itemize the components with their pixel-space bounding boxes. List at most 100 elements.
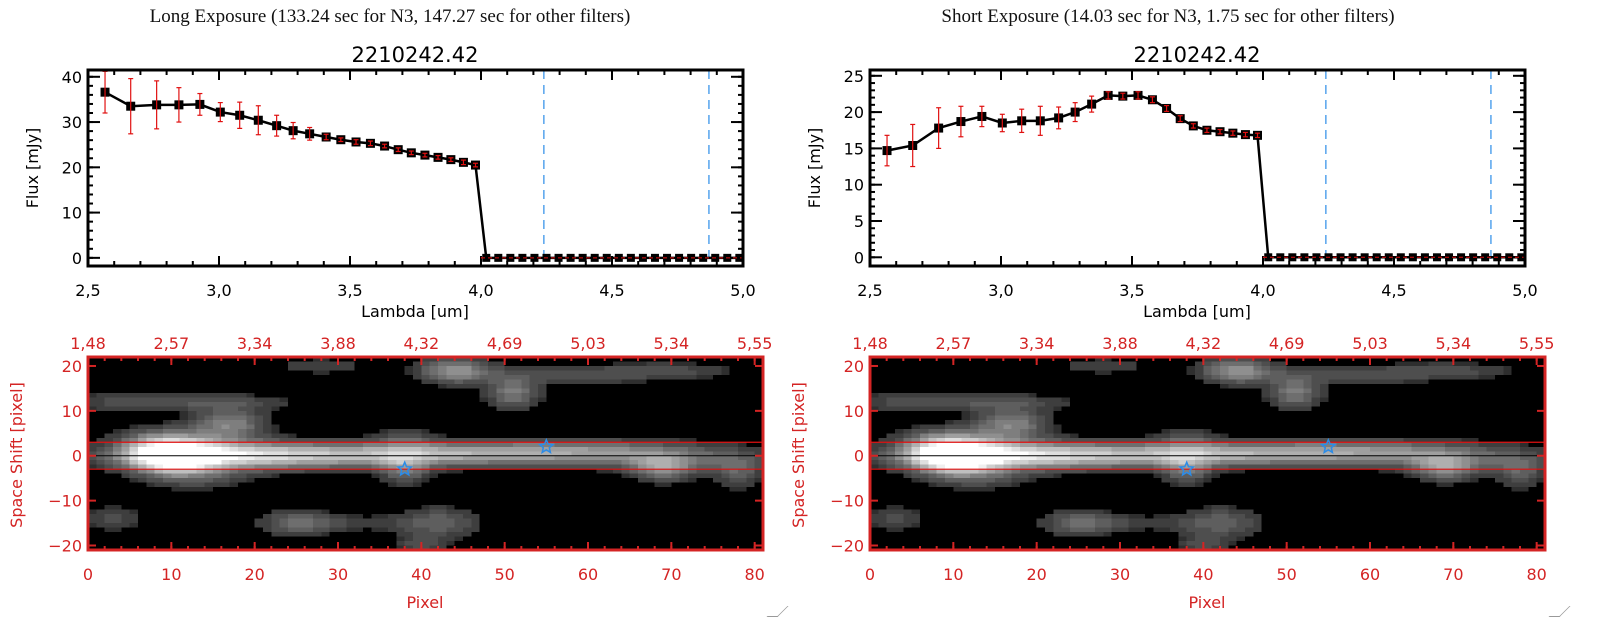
x-tick-label: 4,5 bbox=[1381, 281, 1406, 300]
x-tick-label: 3,5 bbox=[1119, 281, 1144, 300]
plot-title: 2210242.42 bbox=[1134, 43, 1261, 67]
data-point bbox=[1312, 253, 1321, 262]
x-tick-label: 4,5 bbox=[599, 281, 624, 300]
y-tick-label: 10 bbox=[844, 176, 864, 195]
y-tick-label: 25 bbox=[844, 67, 864, 86]
data-point bbox=[663, 253, 672, 262]
star-marker bbox=[1319, 437, 1337, 454]
y-tick-label: 10 bbox=[844, 402, 864, 421]
data-point bbox=[530, 253, 539, 262]
y-tick-label: 0 bbox=[72, 447, 82, 466]
top-x-tick-label: 5,55 bbox=[1519, 334, 1555, 353]
y-tick-label: 0 bbox=[854, 248, 864, 267]
plot-frame bbox=[868, 68, 1527, 268]
data-point bbox=[650, 253, 659, 262]
image-y-axis-label: Space Shift [pixel] bbox=[7, 382, 26, 528]
data-point bbox=[735, 253, 744, 262]
x-tick-label: 30 bbox=[1110, 565, 1130, 584]
panel-title: Long Exposure (133.24 sec for N3, 147.27… bbox=[150, 6, 631, 27]
data-point bbox=[1384, 253, 1393, 262]
image-frame bbox=[868, 355, 1547, 552]
y-tick-label: −10 bbox=[48, 492, 82, 511]
x-tick-label: 40 bbox=[1193, 565, 1213, 584]
image-x-axis-label: Pixel bbox=[1188, 593, 1225, 612]
image-x-axis-label: Pixel bbox=[406, 593, 443, 612]
x-tick-label: 10 bbox=[161, 565, 181, 584]
top-x-tick-label: 1,48 bbox=[852, 334, 888, 353]
y-tick-label: 30 bbox=[62, 113, 82, 132]
top-x-tick-label: 3,34 bbox=[237, 334, 273, 353]
y-tick-label: 20 bbox=[62, 357, 82, 376]
star-marker bbox=[396, 460, 414, 477]
y-tick-label: 20 bbox=[62, 158, 82, 177]
data-point bbox=[1396, 253, 1405, 262]
top-x-tick-label: 2,57 bbox=[154, 334, 190, 353]
top-x-tick-label: 3,34 bbox=[1019, 334, 1055, 353]
top-x-tick-label: 2,57 bbox=[936, 334, 972, 353]
y-axis-label: Flux [mJy] bbox=[23, 128, 42, 209]
short-exposure-spectrum-plot: Short Exposure (14.03 sec for N3, 1.75 s… bbox=[805, 6, 1538, 321]
x-tick-label: 2,5 bbox=[75, 281, 100, 300]
y-tick-label: 10 bbox=[62, 204, 82, 223]
top-x-tick-label: 1,48 bbox=[70, 334, 106, 353]
long-exposure-image-plot: Pixel Space Shift [pixel] 0 1,48 10 2,57 20 3… bbox=[7, 334, 773, 612]
x-tick-label: 5,0 bbox=[1512, 281, 1537, 300]
data-point bbox=[518, 253, 527, 262]
x-tick-label: 30 bbox=[328, 565, 348, 584]
image-y-axis-label: Space Shift [pixel] bbox=[789, 382, 808, 528]
y-tick-label: −20 bbox=[830, 537, 864, 556]
x-tick-label: 40 bbox=[411, 565, 431, 584]
short-exposure-image-plot: Pixel Space Shift [pixel] 0 1,48 10 2,57 20 3… bbox=[789, 334, 1555, 612]
top-x-tick-label: 5,34 bbox=[1436, 334, 1472, 353]
top-x-tick-label: 4,32 bbox=[404, 334, 440, 353]
data-point bbox=[614, 253, 623, 262]
y-tick-label: 20 bbox=[844, 357, 864, 376]
data-point bbox=[699, 253, 708, 262]
star-marker bbox=[537, 437, 555, 454]
top-x-tick-label: 4,69 bbox=[1269, 334, 1305, 353]
plot-frame bbox=[86, 68, 745, 268]
x-tick-label: 2,5 bbox=[857, 281, 882, 300]
x-tick-label: 0 bbox=[83, 565, 93, 584]
star-marker bbox=[1178, 460, 1196, 477]
x-tick-label: 3,5 bbox=[337, 281, 362, 300]
top-x-tick-label: 5,55 bbox=[737, 334, 773, 353]
x-tick-label: 0 bbox=[865, 565, 875, 584]
x-tick-label: 4,0 bbox=[468, 281, 493, 300]
x-tick-label: 4,0 bbox=[1250, 281, 1275, 300]
data-point bbox=[602, 253, 611, 262]
data-point bbox=[1300, 253, 1309, 262]
y-tick-label: −20 bbox=[48, 537, 82, 556]
x-tick-label: 60 bbox=[578, 565, 598, 584]
top-x-tick-label: 4,69 bbox=[487, 334, 523, 353]
plot-title: 2210242.42 bbox=[352, 43, 479, 67]
x-axis-label: Lambda [um] bbox=[361, 302, 469, 321]
x-tick-label: 20 bbox=[1026, 565, 1046, 584]
y-axis-label: Flux [mJy] bbox=[805, 128, 824, 209]
top-x-tick-label: 4,32 bbox=[1186, 334, 1222, 353]
top-x-tick-label: 5,03 bbox=[1352, 334, 1388, 353]
y-tick-label: 10 bbox=[62, 402, 82, 421]
panel-title: Short Exposure (14.03 sec for N3, 1.75 s… bbox=[941, 6, 1394, 27]
top-x-tick-label: 5,34 bbox=[654, 334, 690, 353]
x-tick-label: 50 bbox=[1276, 565, 1296, 584]
y-tick-label: 0 bbox=[72, 249, 82, 268]
x-tick-label: 5,0 bbox=[730, 281, 755, 300]
data-point bbox=[1264, 253, 1273, 262]
y-tick-label: −10 bbox=[830, 492, 864, 511]
y-tick-label: 5 bbox=[854, 212, 864, 231]
data-point bbox=[1445, 253, 1454, 262]
spectral-image-long bbox=[88, 357, 763, 550]
x-tick-label: 3,0 bbox=[988, 281, 1013, 300]
data-point bbox=[482, 253, 491, 262]
x-tick-label: 10 bbox=[943, 565, 963, 584]
x-tick-label: 50 bbox=[494, 565, 514, 584]
x-tick-label: 3,0 bbox=[206, 281, 231, 300]
data-point bbox=[1481, 253, 1490, 262]
data-point bbox=[1517, 253, 1526, 262]
x-tick-label: 70 bbox=[1443, 565, 1463, 584]
x-tick-label: 80 bbox=[744, 565, 764, 584]
data-point bbox=[1348, 253, 1357, 262]
data-point bbox=[566, 253, 575, 262]
y-tick-label: 20 bbox=[844, 103, 864, 122]
